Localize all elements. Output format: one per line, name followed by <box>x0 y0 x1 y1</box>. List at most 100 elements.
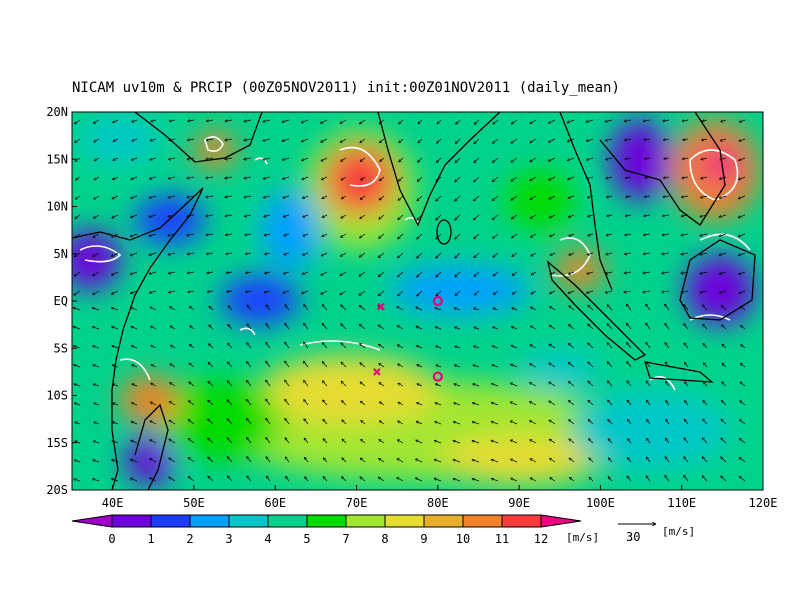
wind-arrow <box>113 138 119 141</box>
wind-arrow <box>245 234 252 235</box>
marker <box>432 371 443 382</box>
wind-arrow <box>683 139 689 140</box>
wind-arrow <box>626 196 632 197</box>
wind-arrow <box>341 324 347 330</box>
wind-arrow <box>75 422 81 425</box>
wind-arrow <box>112 290 119 294</box>
wind-arrow <box>702 457 708 463</box>
wind-arrow <box>721 438 727 444</box>
wind-arrow <box>150 290 157 293</box>
wind-arrow <box>494 290 499 294</box>
marker-cross <box>373 368 381 376</box>
wind-arrow <box>322 343 328 349</box>
wind-arrow <box>322 214 328 217</box>
wind-arrow <box>511 138 518 143</box>
wind-arrow <box>492 403 499 406</box>
wind-arrow <box>682 215 689 216</box>
wind-arrow <box>75 119 81 124</box>
wind-arrow <box>304 324 309 330</box>
x-tick-label: 120E <box>749 496 778 510</box>
wind-arrow <box>227 419 233 425</box>
wind-arrow <box>684 343 689 349</box>
marker-circle <box>432 295 443 307</box>
wind-arrow <box>321 138 328 142</box>
wind-arrow <box>646 457 651 463</box>
colorbar-box <box>423 514 464 528</box>
wind-arrow <box>150 421 157 425</box>
wind-arrow <box>206 139 214 140</box>
wind-arrow <box>569 252 575 255</box>
wind-arrow <box>606 138 613 141</box>
wind-arrow <box>398 383 404 387</box>
wind-arrow <box>569 420 575 425</box>
wind-arrow <box>359 290 366 295</box>
wind-arrow <box>75 233 81 238</box>
wind-arrow <box>284 253 290 255</box>
wind-arrow <box>530 364 537 368</box>
wind-arrow <box>608 400 613 406</box>
wind-arrow <box>493 176 499 181</box>
wind-arrow <box>305 458 309 463</box>
wind-arrow <box>511 176 518 181</box>
wind-arrow <box>113 403 119 406</box>
wind-arrow <box>474 176 480 182</box>
wind-arrow <box>151 139 157 141</box>
x-tick-label: 40E <box>102 496 124 510</box>
wind-arrow <box>607 196 613 197</box>
wind-arrow <box>626 177 632 178</box>
wind-arrow <box>304 343 309 349</box>
wind-arrow <box>530 383 537 387</box>
wind-arrow <box>493 138 499 143</box>
wind-arrow <box>530 402 537 406</box>
wind-arrow <box>150 459 157 463</box>
y-tick-label: 5N <box>54 247 68 261</box>
wind-arrow <box>474 252 480 257</box>
wind-arrow <box>700 252 708 255</box>
wind-arrow <box>93 327 100 330</box>
wind-arrow <box>703 305 708 311</box>
wind-arrow <box>738 214 746 218</box>
wind-arrow <box>719 233 727 236</box>
wind-arrow <box>739 195 746 198</box>
wind-arrow <box>266 380 271 387</box>
y-tick-label: 15N <box>46 152 68 166</box>
wind-arrow <box>549 157 556 161</box>
wind-arrow <box>455 290 461 295</box>
wind-arrow <box>436 195 442 201</box>
wind-arrow <box>112 308 119 311</box>
wind-arrow <box>305 477 309 482</box>
wind-arrow <box>340 271 347 275</box>
wind-arrow <box>208 363 214 368</box>
wind-arrow <box>606 253 613 254</box>
wind-arrow <box>324 458 328 463</box>
wind-arrow <box>569 344 575 349</box>
wind-arrow <box>586 119 594 122</box>
wind-arrow <box>361 195 366 199</box>
wind-arrow <box>455 252 461 258</box>
wind-arrow <box>511 459 518 463</box>
wind-arrow <box>417 384 423 387</box>
wind-arrow <box>323 420 328 425</box>
wind-arrow <box>627 476 632 482</box>
wind-arrow <box>285 305 290 311</box>
wind-arrow <box>453 460 461 463</box>
wind-arrow <box>112 252 119 256</box>
wind-arrow <box>360 119 366 124</box>
wind-arrow <box>75 138 81 142</box>
wind-arrow <box>741 326 746 330</box>
wind-arrow <box>247 324 252 330</box>
wind-arrow <box>93 290 100 294</box>
wind-arrow <box>397 478 404 482</box>
colorbar-box <box>228 514 269 528</box>
wind-arrow <box>569 382 575 387</box>
wind-arrow <box>321 271 328 275</box>
wind-arrow <box>245 215 252 216</box>
wind-arrow <box>94 384 100 387</box>
wind-arrow <box>587 138 594 141</box>
wind-arrow <box>263 176 271 179</box>
wind-arrow <box>283 176 290 179</box>
wind-arrow <box>647 401 651 406</box>
wind-arrow <box>322 324 328 330</box>
wind-arrow <box>361 401 366 406</box>
wind-arrow <box>682 177 689 178</box>
